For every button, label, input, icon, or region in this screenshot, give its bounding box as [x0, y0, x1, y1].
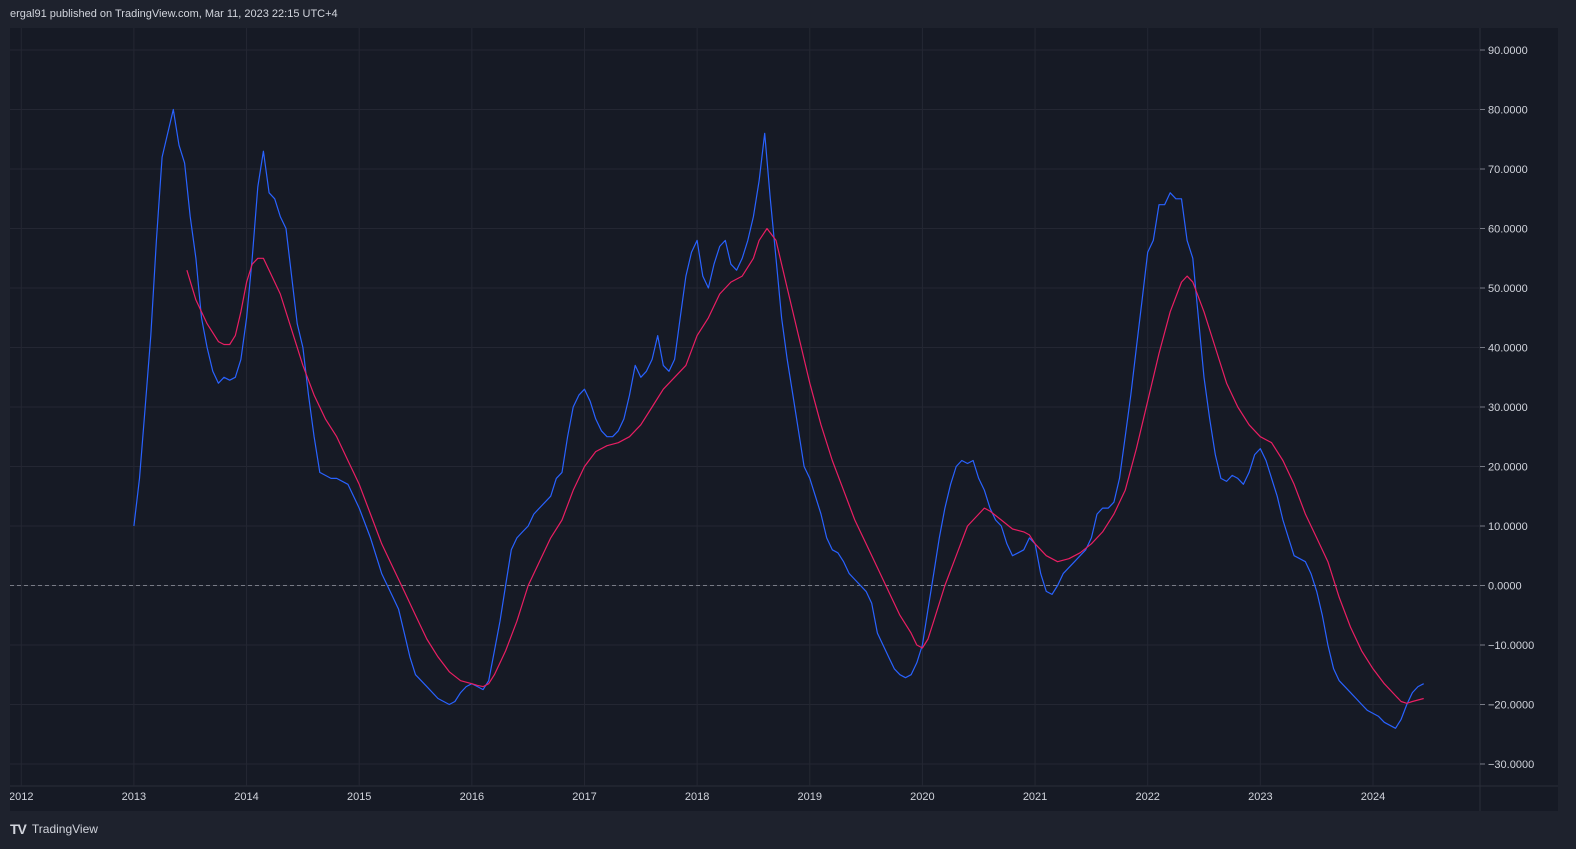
- y-tick-label: 40.0000: [1488, 343, 1528, 355]
- y-tick-label: 60.0000: [1488, 224, 1528, 236]
- x-tick-label: 2016: [460, 791, 484, 803]
- top-bar: ergal91 published on TradingView.com, Ma…: [0, 0, 1576, 28]
- x-tick-label: 2013: [122, 791, 146, 803]
- footer: TV TradingView: [10, 818, 98, 840]
- x-tick-label: 2019: [798, 791, 822, 803]
- y-tick-label: 70.0000: [1488, 164, 1528, 176]
- y-tick-label: 30.0000: [1488, 402, 1528, 414]
- x-tick-label: 2021: [1023, 791, 1047, 803]
- y-tick-label: −10.0000: [1488, 640, 1534, 652]
- tradingview-logo-icon[interactable]: TV: [10, 821, 27, 837]
- x-tick-label: 2017: [572, 791, 596, 803]
- publish-caption: ergal91 published on TradingView.com, Ma…: [10, 8, 338, 20]
- y-tick-label: 10.0000: [1488, 521, 1528, 533]
- x-tick-label: 2014: [234, 791, 258, 803]
- x-tick-label: 2020: [910, 791, 934, 803]
- chart-svg[interactable]: 90.0000 80.0000 70.0000 60.0000 50.0000 40.00…: [10, 28, 1558, 811]
- series-line-red: [186, 227, 1424, 704]
- y-tick-label: −30.0000: [1488, 759, 1534, 771]
- y-tick-label: 20.0000: [1488, 461, 1528, 473]
- chart-area[interactable]: 90.0000 80.0000 70.0000 60.0000 50.0000 40.00…: [10, 28, 1558, 811]
- brand-name[interactable]: TradingView: [31, 822, 98, 836]
- x-tick-label: 2012: [10, 791, 34, 803]
- y-tick-label: 50.0000: [1488, 283, 1528, 295]
- x-tick-label: 2018: [685, 791, 709, 803]
- y-tick-label: 90.0000: [1488, 45, 1528, 57]
- y-tick-label: −20.0000: [1488, 699, 1534, 711]
- x-tick-label: 2024: [1361, 791, 1385, 803]
- series-line-blue: [133, 108, 1424, 729]
- x-tick-label: 2015: [347, 791, 371, 803]
- y-tick-label: 80.0000: [1488, 105, 1528, 117]
- y-tick-label: 0.0000: [1488, 580, 1522, 592]
- x-tick-label: 2022: [1135, 791, 1159, 803]
- x-tick-label: 2023: [1248, 791, 1272, 803]
